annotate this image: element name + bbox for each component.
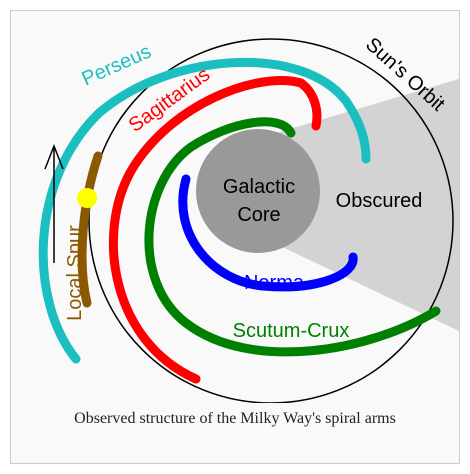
arrow-head bbox=[44, 143, 64, 170]
core-label-line: Galactic bbox=[223, 176, 295, 198]
core-label-line: Core bbox=[237, 204, 280, 226]
caption: Observed structure of the Milky Way's sp… bbox=[74, 410, 396, 427]
perseus-arm bbox=[38, 57, 371, 364]
scutum-crux-label: Scutum-Crux bbox=[233, 320, 350, 342]
norma-label: Norma bbox=[244, 272, 305, 294]
sun-orbit bbox=[88, 38, 454, 403]
sun bbox=[77, 188, 97, 208]
figure: Perseus Sagittarius Sun's Orbit Galactic… bbox=[10, 10, 460, 464]
obscured-label: Obscured bbox=[336, 190, 423, 212]
obscured-region bbox=[249, 79, 459, 331]
local-spur-arm bbox=[77, 151, 103, 308]
galactic-core bbox=[196, 129, 320, 253]
milky-way-diagram: Perseus Sagittarius Sun's Orbit Galactic… bbox=[38, 33, 459, 403]
sagittarius-arm bbox=[109, 76, 322, 384]
scutum-crux-arm bbox=[144, 117, 441, 357]
local-spur-label: Local Spur bbox=[64, 225, 86, 321]
norma-arm bbox=[178, 174, 358, 292]
